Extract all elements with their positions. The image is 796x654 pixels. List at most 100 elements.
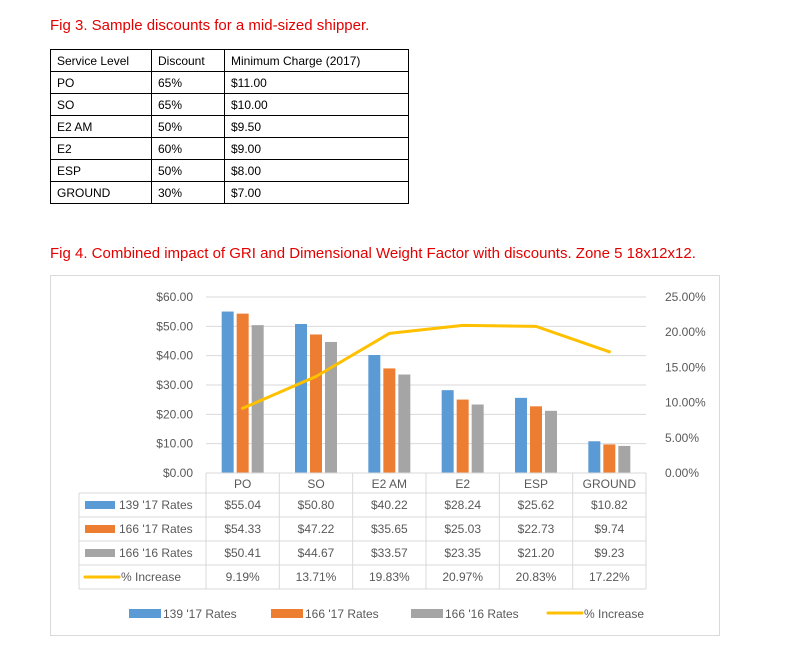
table-row: PO 65% $11.00 (50, 71, 409, 94)
table-cell-value: $25.03 (444, 522, 481, 536)
table-cell-value: $21.20 (518, 546, 555, 560)
y-tick-label: $0.00 (163, 466, 193, 480)
table-cell-value: $40.22 (371, 498, 408, 512)
table-cell-value: $55.04 (224, 498, 261, 512)
cell-minimum-charge: $9.00 (224, 137, 409, 160)
table-series-name: % Increase (121, 570, 181, 584)
bar (398, 374, 411, 473)
bar (383, 368, 396, 473)
category-label: ESP (524, 477, 548, 491)
table-cell-value: $22.73 (518, 522, 555, 536)
legend-key (411, 609, 443, 618)
cell-discount: 65% (151, 71, 225, 94)
category-label: GROUND (583, 477, 637, 491)
line-point (534, 324, 538, 328)
table-series-name: 139 '17 Rates (119, 498, 193, 512)
category-label: SO (307, 477, 324, 491)
legend-key (271, 609, 303, 618)
table-cell-value: 19.83% (369, 570, 410, 584)
bar (325, 341, 337, 473)
fig4-title: Fig 4. Combined impact of GRI and Dimens… (50, 245, 696, 262)
line-point (314, 374, 318, 378)
bar (456, 399, 469, 473)
y-tick-label: $40.00 (156, 349, 193, 363)
table-cell-value: $10.82 (591, 498, 628, 512)
table-cell-value: 20.83% (516, 570, 557, 584)
bar (530, 406, 542, 473)
cell-service-level: GROUND (50, 181, 152, 204)
y-tick-label: $20.00 (156, 407, 193, 421)
discount-table: Service Level Discount Minimum Charge (2… (50, 49, 409, 204)
table-row: E2 60% $9.00 (50, 137, 409, 160)
table-cell-value: $50.41 (224, 546, 261, 560)
combo-chart: $0.00 $10.00 $20.00 $30.00 $40.00 $50.00 $60.0… (78, 290, 706, 621)
cell-discount: 30% (151, 181, 225, 204)
bar (221, 311, 234, 473)
table-cell-value: 17.22% (589, 570, 630, 584)
cell-discount: 60% (151, 137, 225, 160)
bar (618, 445, 631, 473)
cell-minimum-charge: $8.00 (224, 159, 409, 182)
cell-discount: 50% (151, 115, 225, 138)
table-series-name: 166 '17 Rates (119, 522, 193, 536)
category-label: E2 (455, 477, 470, 491)
table-cell-value: $9.23 (594, 546, 624, 560)
cell-discount: 65% (151, 93, 225, 116)
bar (471, 404, 484, 473)
table-cell-value: $54.33 (224, 522, 261, 536)
bar (603, 444, 616, 473)
y2-tick-label: 0.00% (665, 466, 699, 480)
cell-service-level: PO (50, 71, 152, 94)
table-cell-value: $50.80 (298, 498, 335, 512)
cell-discount: 50% (151, 159, 225, 182)
cell-minimum-charge: $7.00 (224, 181, 409, 204)
y2-tick-label: 15.00% (665, 360, 706, 374)
y2-tick-label: 25.00% (665, 290, 706, 304)
legend-key (129, 609, 161, 618)
y-tick-label: $10.00 (156, 437, 193, 451)
table-cell-value: 20.97% (442, 570, 483, 584)
table-cell-value: $25.62 (518, 498, 555, 512)
table-legend-key (85, 525, 115, 533)
chart-frame: $0.00 $10.00 $20.00 $30.00 $40.00 $50.00 $60.0… (50, 275, 720, 636)
bar (588, 441, 601, 473)
cell-minimum-charge: $10.00 (224, 93, 409, 116)
bar (295, 323, 307, 473)
legend-label: % Increase (584, 607, 644, 621)
line-point (607, 350, 611, 354)
bar (515, 397, 527, 473)
y2-tick-label: 5.00% (665, 431, 699, 445)
table-cell-value: $28.24 (444, 498, 481, 512)
table-row: ESP 50% $8.00 (50, 159, 409, 182)
cell-service-level: SO (50, 93, 152, 116)
table-legend-key (85, 501, 115, 509)
y-tick-label: $50.00 (156, 319, 193, 333)
table-cell-value: 9.19% (226, 570, 260, 584)
header-minimum-charge: Minimum Charge (2017) (224, 49, 409, 72)
table-cell-value: $47.22 (298, 522, 335, 536)
bar (441, 390, 454, 473)
category-label: E2 AM (372, 477, 407, 491)
cell-service-level: ESP (50, 159, 152, 182)
legend-label: 139 '17 Rates (163, 607, 237, 621)
cell-service-level: E2 AM (50, 115, 152, 138)
fig3-title: Fig 3. Sample discounts for a mid-sized … (50, 17, 370, 34)
bar (236, 313, 249, 473)
table-series-name: 166 '16 Rates (119, 546, 193, 560)
legend-label: 166 '17 Rates (305, 607, 379, 621)
table-row: E2 AM 50% $9.50 (50, 115, 409, 138)
table-cell-value: $23.35 (444, 546, 481, 560)
bar (545, 410, 557, 473)
legend-label: 166 '16 Rates (445, 607, 519, 621)
table-cell-value: 13.71% (296, 570, 337, 584)
y2-tick-label: 20.00% (665, 325, 706, 339)
y-tick-label: $60.00 (156, 290, 193, 304)
header-service-level: Service Level (50, 49, 152, 72)
y2-tick-label: 10.00% (665, 396, 706, 410)
table-legend-key (85, 549, 115, 557)
table-cell-value: $9.74 (594, 522, 624, 536)
header-discount: Discount (151, 49, 225, 72)
cell-service-level: E2 (50, 137, 152, 160)
line-point (387, 331, 391, 335)
y-tick-label: $30.00 (156, 378, 193, 392)
